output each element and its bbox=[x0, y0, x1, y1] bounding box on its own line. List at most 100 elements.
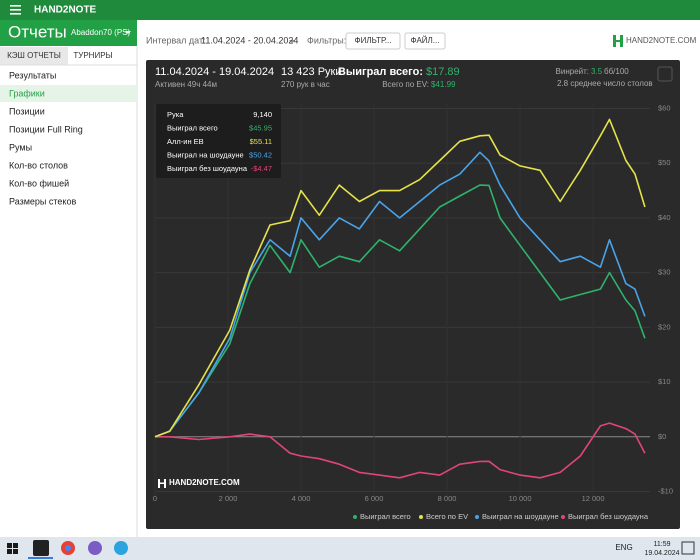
filters-label: Фильтры: bbox=[307, 35, 346, 45]
tab: ТУРНИРЫ bbox=[73, 51, 112, 60]
period: 11.04.2024 - 19.04.2024 bbox=[155, 66, 274, 78]
tooltip-label: Выиграл без шоудауна bbox=[167, 164, 248, 173]
sidebar bbox=[0, 46, 137, 537]
logo-icon bbox=[613, 35, 623, 47]
interval-label: Интервал дат: bbox=[146, 35, 206, 45]
side-header bbox=[0, 20, 137, 46]
texts: HAND2NOTE Отчеты Abaddon70 (PS) КЭШ ОТЧЕТЫ Т… bbox=[7, 5, 696, 557]
legend: Выиграл всего Всего по EV Выиграл на шоуда… bbox=[353, 512, 649, 521]
legend-label: Выиграл на шоудауне bbox=[482, 512, 559, 521]
won: $17.89 bbox=[426, 66, 460, 78]
hands-per-hour: 270 рук в час bbox=[281, 80, 330, 89]
tooltip-value: $50.42 bbox=[249, 150, 272, 159]
x-tick-label: 0 bbox=[153, 494, 157, 503]
menu-active-bg bbox=[0, 85, 137, 102]
avg-tables: 2.8 среднее число столов bbox=[557, 79, 653, 88]
tooltip-value: 9,140 bbox=[253, 110, 272, 119]
watermark: HAND2NOTE.COM bbox=[169, 478, 240, 487]
file-button[interactable] bbox=[404, 32, 446, 50]
legend-label: Выиграл всего bbox=[360, 512, 411, 521]
legend-swatch bbox=[419, 515, 423, 519]
chrome-icon-center bbox=[65, 545, 71, 551]
menu-item: Румы bbox=[9, 142, 32, 152]
tooltip-value: -$4.47 bbox=[251, 164, 272, 173]
tab: КЭШ ОТЧЕТЫ bbox=[7, 51, 61, 60]
filter-button-label: ФИЛЬТР... bbox=[355, 36, 392, 45]
won-label: Выиграл всего: bbox=[338, 66, 423, 78]
tooltip-label: Выиграл на шоудауне bbox=[167, 150, 244, 159]
settings-button[interactable] bbox=[657, 66, 673, 82]
series-line bbox=[154, 118, 646, 438]
y-tick-label: $40 bbox=[658, 213, 671, 222]
viber-icon[interactable] bbox=[88, 541, 102, 555]
interval-caret[interactable] bbox=[289, 40, 295, 43]
tooltip-rows: Рука 9,140 Выиграл всего $45.95 Алл-ин EB $55… bbox=[167, 110, 272, 173]
tooltip-label: Рука bbox=[167, 110, 184, 119]
clock-time: 11:59 bbox=[654, 541, 671, 548]
brand: HAND2NOTE bbox=[34, 5, 97, 16]
y-tick-label: $10 bbox=[658, 377, 671, 386]
tab-active[interactable] bbox=[0, 47, 68, 65]
file-button-label: ФАЙЛ... bbox=[411, 36, 440, 45]
x-tick-label: 10 000 bbox=[509, 494, 532, 503]
active-indicator bbox=[28, 557, 53, 559]
x-tick-label: 6 000 bbox=[365, 494, 384, 503]
tooltip-value: $45.95 bbox=[249, 123, 272, 132]
x-tick-label: 8 000 bbox=[438, 494, 457, 503]
series-line bbox=[155, 422, 646, 479]
tooltip-label: Выиграл всего bbox=[167, 123, 218, 132]
y-tick-label: $30 bbox=[658, 268, 671, 277]
menu-item: Кол-во фишей bbox=[9, 178, 69, 188]
y-tick-label: -$10 bbox=[658, 487, 673, 496]
filter-button[interactable] bbox=[345, 32, 401, 50]
active-time: Активен 49ч 44м bbox=[155, 80, 217, 89]
menu-item: Позиции bbox=[9, 106, 45, 116]
legend-swatch bbox=[475, 515, 479, 519]
app-icon[interactable] bbox=[33, 540, 49, 556]
x-tick-label: 12 000 bbox=[582, 494, 605, 503]
interval: 11.04.2024 - 20.04.2024 bbox=[201, 35, 298, 45]
ev-label: Всего по EV: bbox=[382, 80, 429, 89]
clock-date: 19.04.2024 bbox=[644, 550, 679, 557]
hands: 13 423 Руки bbox=[281, 66, 342, 78]
legend-swatch bbox=[353, 515, 357, 519]
tooltip-value: $55.11 bbox=[250, 137, 272, 146]
legend-label: Выиграл без шоудауна bbox=[568, 512, 649, 521]
telegram-icon[interactable] bbox=[114, 541, 128, 555]
x-tick-label: 4 000 bbox=[292, 494, 311, 503]
menu-icon[interactable] bbox=[10, 5, 21, 15]
y-tick-label: $20 bbox=[658, 322, 671, 331]
account: Abaddon70 (PS) bbox=[71, 28, 130, 37]
watermark-icon bbox=[158, 479, 166, 488]
page-title: Отчеты bbox=[8, 22, 67, 41]
menu-item: Графики bbox=[9, 88, 45, 98]
y-tick-label: $60 bbox=[658, 103, 671, 112]
ev: $41.99 bbox=[431, 80, 456, 89]
winrate-label: Винрейт: bbox=[556, 67, 589, 76]
y-tick-label: $50 bbox=[658, 158, 671, 167]
menu-item: Кол-во столов bbox=[9, 160, 68, 170]
title-bar bbox=[0, 0, 700, 20]
menu-item: Размеры стеков bbox=[9, 196, 76, 206]
menu-item: Результаты bbox=[9, 70, 56, 80]
start-button[interactable] bbox=[7, 543, 18, 554]
notifications[interactable] bbox=[681, 541, 695, 555]
plot: -$10 $0 $10 $20 $30 $40 $50 $60 0 2 000 4 000 6 000… bbox=[153, 103, 673, 503]
logo: HAND2NOTE.COM bbox=[626, 36, 697, 45]
tooltip-label: Алл-ин EB bbox=[167, 137, 204, 146]
winrate: 3.5 bbox=[591, 67, 603, 76]
menu-item: Позиции Full Ring bbox=[9, 124, 83, 134]
winrate-unit: бб/100 bbox=[604, 67, 629, 76]
x-tick-label: 2 000 bbox=[219, 494, 238, 503]
account-caret[interactable] bbox=[125, 31, 131, 34]
series-line bbox=[154, 151, 646, 438]
series-line bbox=[154, 184, 646, 438]
y-tick-label: $0 bbox=[658, 432, 666, 441]
tooltip bbox=[156, 104, 281, 178]
legend-swatch bbox=[561, 515, 565, 519]
language: ENG bbox=[615, 543, 632, 552]
taskbar bbox=[0, 537, 700, 560]
